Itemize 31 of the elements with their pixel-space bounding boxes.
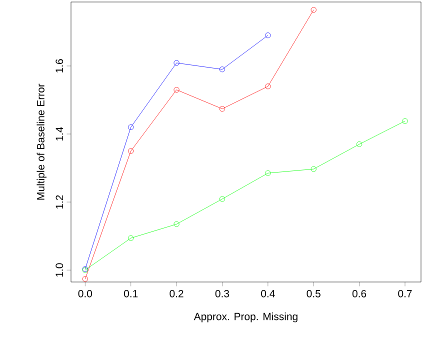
y-axis-title: Multiple of Baseline Error	[36, 84, 46, 200]
x-tick-label: 0.0	[78, 290, 92, 298]
point	[265, 84, 271, 90]
point	[265, 170, 271, 176]
point	[310, 166, 316, 172]
point	[174, 86, 180, 93]
y-tick-label: 1.4	[56, 127, 64, 140]
x-tick-label: 0.4	[261, 290, 275, 298]
x-tick-label: 0.7	[398, 290, 412, 298]
x-axis-title: Approx. Prop. Missing	[194, 312, 298, 322]
y-tick-label: 1.6	[56, 59, 64, 72]
y-tick-label: 1.0	[56, 263, 64, 277]
point	[82, 276, 88, 282]
point	[174, 60, 180, 66]
x-tick-label: 0.1	[124, 290, 138, 298]
point	[356, 141, 362, 148]
point	[128, 124, 134, 130]
point	[219, 196, 226, 202]
point	[128, 235, 134, 241]
x-tick-label: 0.5	[306, 290, 320, 298]
point	[219, 106, 226, 112]
point	[265, 32, 271, 38]
x-tick-label: 0.2	[170, 290, 184, 298]
point	[402, 118, 408, 124]
point	[310, 7, 316, 13]
x-tick-label: 0.6	[352, 290, 366, 298]
point	[174, 221, 180, 227]
point	[128, 148, 134, 154]
point	[219, 66, 226, 72]
x-tick-label: 0.3	[215, 290, 230, 298]
y-tick-label: 1.2	[56, 195, 64, 209]
